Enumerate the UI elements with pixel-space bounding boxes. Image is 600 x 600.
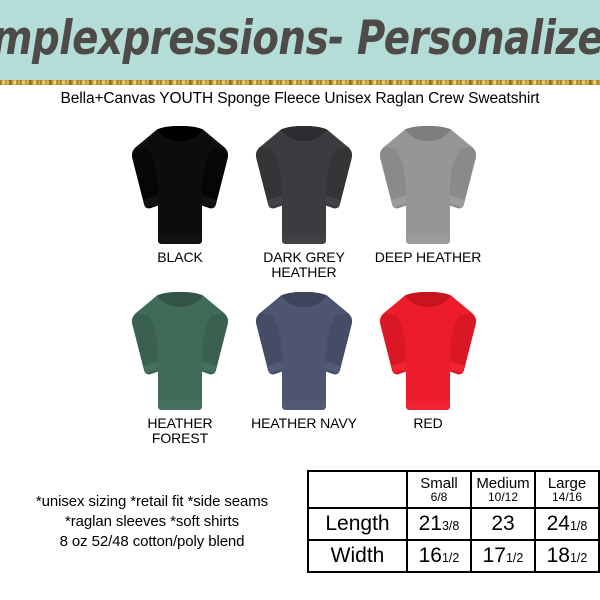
measurement-label: Length [307, 507, 408, 541]
detail-line-1: *unisex sizing *retail fit *side seams [35, 493, 269, 510]
detail-line-3: 8 oz 52/48 cotton/poly blend [59, 533, 245, 550]
product-title: Bella+Canvas YOUTH Sponge Fleece Unisex … [60, 90, 540, 107]
measurement-label: Width [307, 539, 408, 573]
value-fraction: 1/2 [441, 551, 460, 565]
size-range: 10/12 [487, 489, 519, 504]
size-name: Large [547, 474, 587, 492]
value-whole: 16 [418, 544, 442, 567]
color-label: DARK GREY HEATHER [263, 249, 345, 280]
value-whole: 18 [546, 544, 570, 567]
sweatshirt-icon [131, 126, 229, 244]
value-whole: 24 [546, 512, 570, 535]
detail-line-2: *raglan sleeves *soft shirts [65, 513, 239, 530]
value-fraction: 1/2 [569, 551, 588, 565]
value-fraction: 1/8 [569, 519, 588, 533]
size-range: 14/16 [551, 489, 583, 504]
size-chart-row-width: Width 161/2 171/2 181/2 [307, 539, 600, 573]
color-label: RED [413, 415, 443, 431]
gold-glitter-divider [0, 80, 600, 85]
color-label: HEATHER FOREST [147, 415, 213, 446]
measurement-value: 161/2 [406, 539, 472, 573]
value-fraction: 1/2 [505, 551, 524, 565]
color-label: DEEP HEATHER [374, 249, 482, 265]
value-whole: 17 [482, 544, 506, 567]
measurement-value: 213/8 [406, 507, 472, 541]
size-chart-row-length: Length 213/8 23 241/8 [307, 507, 600, 541]
size-range: 6/8 [430, 489, 448, 504]
color-label: BLACK [157, 249, 203, 265]
color-row-2: HEATHER FOREST HEATHER NAVY [118, 286, 490, 446]
size-chart-column-small: Small 6/8 [406, 470, 472, 509]
sweatshirt-icon [255, 126, 353, 244]
value-whole: 21 [418, 512, 442, 535]
measurement-value: 23 [470, 507, 536, 541]
size-chart-column-large: Large 14/16 [534, 470, 600, 509]
color-option-red[interactable]: RED [366, 286, 490, 446]
color-option-heather-navy[interactable]: HEATHER NAVY [242, 286, 366, 446]
size-chart-table: Small 6/8 Medium 10/12 Large 14/16 Lengt… [307, 470, 600, 573]
sweatshirt-icon [255, 292, 353, 410]
sweatshirt-icon [379, 126, 477, 244]
sweatshirt-icon [379, 292, 477, 410]
size-chart-corner-cell [307, 470, 408, 509]
size-chart-column-medium: Medium 10/12 [470, 470, 536, 509]
value-whole: 23 [491, 512, 515, 535]
shop-banner: Simplexpressions- Personalized! [0, 0, 600, 80]
measurement-value: 241/8 [534, 507, 600, 541]
color-label: HEATHER NAVY [251, 415, 357, 431]
color-option-black[interactable]: BLACK [118, 120, 242, 280]
shop-name: Simplexpressions- Personalized! [0, 11, 600, 66]
size-chart-header-row: Small 6/8 Medium 10/12 Large 14/16 [307, 470, 600, 509]
size-name: Small [420, 474, 458, 492]
measurement-value: 181/2 [534, 539, 600, 573]
sweatshirt-icon [131, 292, 229, 410]
measurement-value: 171/2 [470, 539, 536, 573]
color-row-1: BLACK DARK GREY HEATHER [118, 120, 490, 280]
value-fraction: 3/8 [441, 519, 460, 533]
color-option-heather-forest[interactable]: HEATHER FOREST [118, 286, 242, 446]
color-swatch-grid: BLACK DARK GREY HEATHER [118, 120, 490, 446]
size-name: Medium [476, 474, 530, 492]
color-option-deep-heather[interactable]: DEEP HEATHER [366, 120, 490, 280]
color-option-dark-grey-heather[interactable]: DARK GREY HEATHER [242, 120, 366, 280]
product-details: *unisex sizing *retail fit *side seams *… [4, 492, 300, 552]
